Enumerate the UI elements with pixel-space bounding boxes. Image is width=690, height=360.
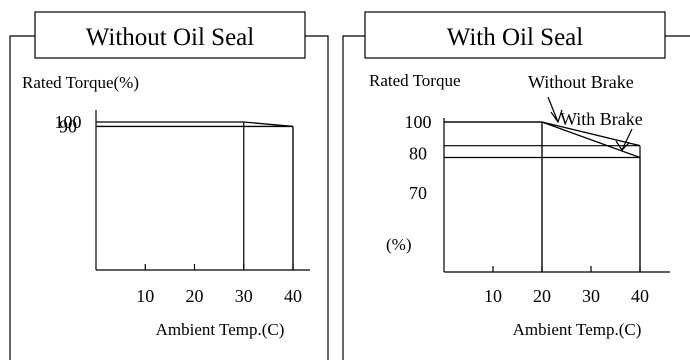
right-y-tick-label: 70 (409, 183, 427, 203)
right-x-ticks: 10 20 30 40 (484, 266, 649, 306)
annotation-with-brake: With Brake (560, 109, 643, 129)
left-title-box (34, 11, 306, 59)
right-x-axis-label: Ambient Temp.(C) (513, 320, 642, 339)
left-y-tick-label: 100 (55, 112, 82, 132)
right-series (444, 121, 641, 272)
right-panel (342, 35, 690, 360)
left-x-tick-label: 40 (284, 286, 302, 306)
right-title-box (364, 11, 666, 59)
left-chart-title: Without Oil Seal (86, 24, 254, 51)
left-x-tick-label: 20 (186, 286, 204, 306)
left-x-tick-label: 10 (136, 286, 154, 306)
left-series-line-0 (96, 121, 294, 128)
annotation-without-brake: Without Brake (528, 72, 634, 92)
right-y-tick-label: 100 (405, 112, 432, 132)
left-series (96, 121, 294, 270)
right-y-axis-unit: (%) (386, 235, 411, 254)
right-y-tick-label: 80 (409, 144, 427, 164)
right-x-tick-label: 20 (533, 286, 551, 306)
left-y-tick-label: 90 (59, 116, 77, 136)
annotation-arrow-without-brake (547, 96, 563, 124)
right-y-axis-label: Rated Torque (369, 71, 461, 90)
right-x-tick-label: 30 (582, 286, 600, 306)
right-x-tick-label: 40 (631, 286, 649, 306)
annotation-arrow-with-brake (615, 128, 633, 151)
left-y-axis-label: Rated Torque(%) (22, 73, 139, 92)
left-x-tick-label: 30 (235, 286, 253, 306)
right-x-tick-label: 10 (484, 286, 502, 306)
left-x-axis-label: Ambient Temp.(C) (156, 320, 285, 339)
right-y-ticks: 100 80 70 (405, 112, 432, 203)
left-panel (9, 35, 329, 360)
right-chart-title: With Oil Seal (447, 24, 584, 51)
